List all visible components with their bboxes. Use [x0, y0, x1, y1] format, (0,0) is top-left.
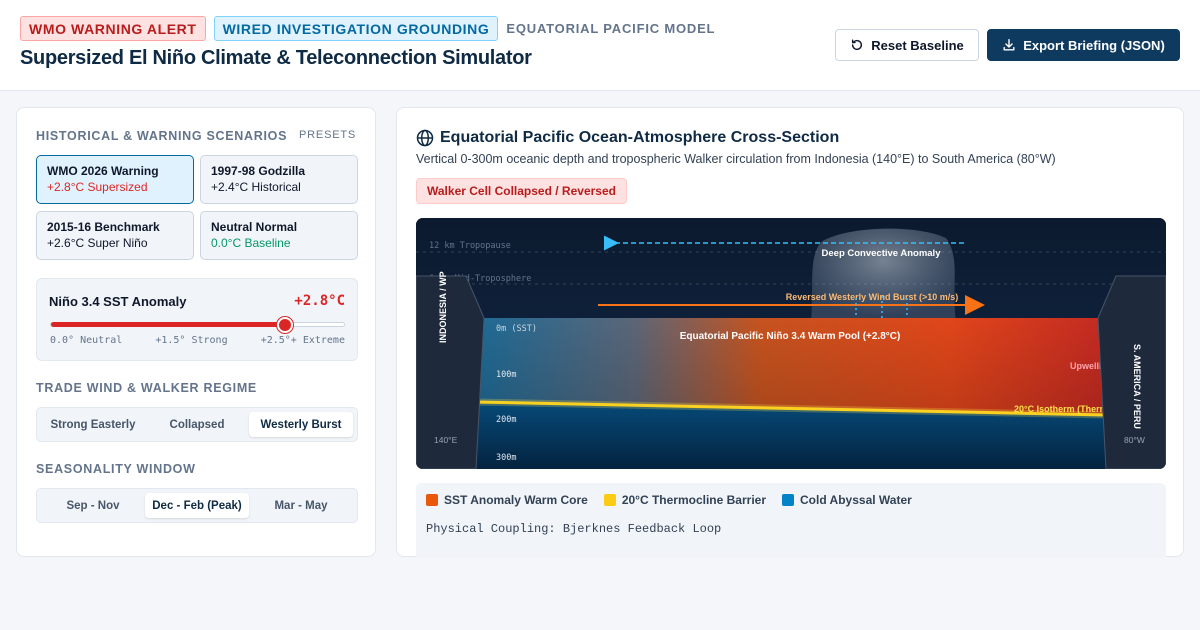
scenario-name: 1997-98 Godzilla — [211, 164, 306, 178]
scenario-card-wmo-2026[interactable]: WMO 2026 Warning +2.8°C Supersized — [36, 155, 194, 204]
app-header: WMO WARNING ALERT WIRED INVESTIGATION GR… — [0, 0, 1200, 91]
depth-label-100: 100m — [496, 370, 516, 380]
scenario-anomaly: +2.4°C Historical — [211, 180, 301, 194]
legend-label: SST Anomaly Warm Core — [444, 493, 588, 507]
convective-label: Deep Convective Anomaly — [822, 248, 942, 259]
controls-panel: HISTORICAL & WARNING SCENARIOS PRESETS W… — [16, 107, 376, 557]
depth-label-200: 200m — [496, 415, 516, 425]
slider-thumb[interactable] — [277, 317, 294, 333]
mid-troposphere-label: 6 km Mid-Troposphere — [429, 274, 531, 284]
option-dec-feb[interactable]: Dec - Feb (Peak) — [145, 493, 249, 518]
upwelling-label: Upwelling — [1070, 361, 1113, 371]
scenario-card-2015-benchmark[interactable]: 2015-16 Benchmark +2.6°C Super Niño — [36, 211, 194, 260]
wired-grounding-badge: WIRED INVESTIGATION GROUNDING — [213, 16, 499, 41]
reset-label: Reset Baseline — [871, 37, 964, 53]
option-strong-easterly[interactable]: Strong Easterly — [50, 418, 136, 431]
legend-item-thermocline: 20°C Thermocline Barrier — [603, 493, 766, 507]
cross-section-panel: Equatorial Pacific Ocean-Atmosphere Cros… — [396, 107, 1184, 558]
cold-water-swatch — [782, 494, 794, 506]
seasonality-selector: Sep - Nov Dec - Feb (Peak) Mar - May — [36, 488, 358, 523]
option-westerly-burst[interactable]: Westerly Burst — [249, 412, 353, 437]
legend-label: Cold Abyssal Water — [800, 493, 912, 507]
scenario-anomaly: +2.6°C Super Niño — [47, 236, 148, 250]
sst-anomaly-control: Niño 3.4 SST Anomaly +2.8°C 0.0° Neutral… — [36, 278, 358, 361]
trade-wind-selector: Strong Easterly Collapsed Westerly Burst — [36, 407, 358, 442]
isotherm-label: 20°C Isotherm (Thermocline) — [1014, 404, 1137, 414]
slider-tick-labels: 0.0° Neutral +1.5° Strong +2.5°+ Extreme — [50, 335, 345, 346]
seasonality-title: SEASONALITY WINDOW — [36, 462, 196, 476]
scenario-name: Neutral Normal — [211, 220, 298, 234]
scenario-anomaly: +2.8°C Supersized — [47, 180, 148, 194]
cross-section-title: Equatorial Pacific Ocean-Atmosphere Cros… — [440, 129, 840, 146]
warm-pool-label: Equatorial Pacific Niño 3.4 Warm Pool (+… — [680, 331, 901, 342]
wind-burst-label: Reversed Westerly Wind Burst (>10 m/s) — [786, 292, 959, 302]
thermocline-swatch — [603, 494, 616, 506]
page-title: Supersized El Niño Climate & Teleconnect… — [20, 47, 532, 69]
scenario-name: WMO 2026 Warning — [47, 164, 159, 178]
cross-section-subtitle: Vertical 0-300m oceanic depth and tropos… — [416, 152, 1056, 166]
west-land-label: INDONESIA / WP — [438, 271, 448, 343]
walker-status-badge: Walker Cell Collapsed / Reversed — [416, 178, 627, 204]
export-briefing-button[interactable]: Export Briefing (JSON) — [987, 29, 1180, 61]
option-mar-may[interactable]: Mar - May — [274, 499, 328, 512]
reset-baseline-button[interactable]: Reset Baseline — [835, 29, 979, 61]
slider-fill — [51, 322, 286, 327]
scenario-card-1997-godzilla[interactable]: 1997-98 Godzilla +2.4°C Historical — [200, 155, 358, 204]
scenario-card-neutral-normal[interactable]: Neutral Normal 0.0°C Baseline — [200, 211, 358, 260]
scenario-anomaly: 0.0°C Baseline — [211, 236, 291, 250]
tropopause-label: 12 km Tropopause — [429, 241, 511, 251]
south-america-landmass — [1097, 275, 1166, 469]
west-longitude: 140°E — [434, 435, 458, 445]
depth-label-300: 300m — [496, 453, 516, 463]
convective-cloud — [811, 228, 956, 322]
indonesia-landmass — [416, 275, 485, 469]
globe-icon — [416, 129, 434, 147]
scenario-name: 2015-16 Benchmark — [47, 220, 160, 234]
east-land-label: S. AMERICA / PERU — [1132, 344, 1142, 429]
legend-panel: SST Anomaly Warm Core 20°C Thermocline B… — [416, 483, 1166, 558]
sst-anomaly-slider[interactable] — [50, 317, 345, 333]
warm-core-swatch — [426, 494, 438, 506]
legend-item-warm-core: SST Anomaly Warm Core — [426, 493, 588, 507]
tick-label-extreme: +2.5°+ Extreme — [260, 335, 345, 346]
model-label: EQUATORIAL PACIFIC MODEL — [506, 21, 716, 36]
reset-icon — [852, 39, 863, 51]
physical-coupling-text: Physical Coupling: Bjerknes Feedback Loo… — [426, 522, 722, 536]
east-longitude: 80°W — [1124, 435, 1145, 445]
ocean-atmosphere-visualization: 12 km Tropopause 6 km Mid-Troposphere De… — [416, 218, 1166, 469]
sst-anomaly-value: +2.8°C — [294, 293, 345, 309]
presets-label: PRESETS — [299, 129, 356, 141]
trade-wind-title: TRADE WIND & WALKER REGIME — [36, 381, 257, 395]
legend-label: 20°C Thermocline Barrier — [621, 493, 766, 507]
thermocline-line — [475, 400, 1107, 417]
tick-label-neutral: 0.0° Neutral — [50, 335, 123, 346]
wmo-alert-badge: WMO WARNING ALERT — [20, 16, 206, 41]
option-sep-nov[interactable]: Sep - Nov — [66, 499, 120, 512]
tick-label-strong: +1.5° Strong — [155, 335, 228, 346]
download-icon — [1003, 39, 1015, 51]
legend-items: SST Anomaly Warm Core 20°C Thermocline B… — [426, 493, 912, 507]
legend-item-cold-water: Cold Abyssal Water — [782, 493, 912, 507]
sst-anomaly-label: Niño 3.4 SST Anomaly — [49, 294, 187, 309]
header-badges: WMO WARNING ALERT WIRED INVESTIGATION GR… — [20, 16, 715, 41]
scenarios-title: HISTORICAL & WARNING SCENARIOS — [36, 129, 288, 143]
depth-label-0: 0m (SST) — [496, 324, 537, 334]
export-label: Export Briefing (JSON) — [1023, 37, 1165, 53]
option-collapsed[interactable]: Collapsed — [169, 418, 225, 431]
